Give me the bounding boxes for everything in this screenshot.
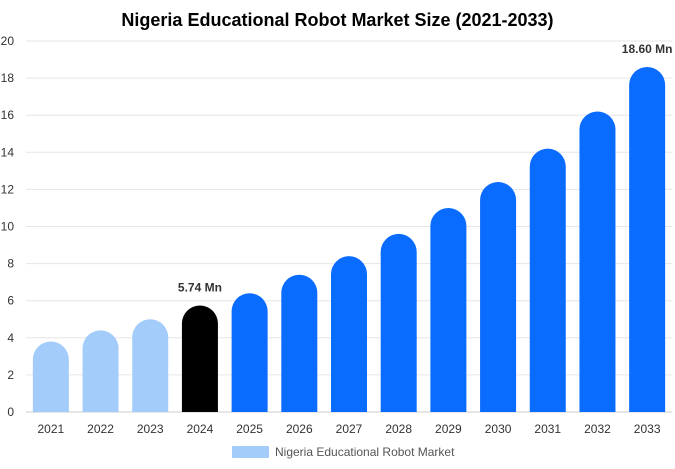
x-tick-label: 2028 <box>385 422 412 436</box>
legend[interactable]: Nigeria Educational Robot Market <box>232 445 455 459</box>
x-axis: 2021 2022 2023 2024 2025 2026 2027 2028 2029 2030… <box>37 422 660 436</box>
x-tick-label: 2032 <box>584 422 611 436</box>
bar-2033[interactable] <box>629 66 666 412</box>
bars <box>32 66 666 413</box>
x-tick-label: 2033 <box>634 422 661 436</box>
y-tick-label: 14 <box>1 145 15 159</box>
legend-label: Nigeria Educational Robot Market <box>275 445 455 459</box>
y-tick-label: 6 <box>7 294 14 308</box>
x-tick-label: 2031 <box>534 422 561 436</box>
y-tick-label: 12 <box>1 182 15 196</box>
bar-2023[interactable] <box>132 319 169 412</box>
bar-2028[interactable] <box>380 233 417 412</box>
bar-2030[interactable] <box>480 182 517 412</box>
x-tick-label: 2029 <box>435 422 462 436</box>
x-tick-label: 2030 <box>485 422 512 436</box>
x-tick-label: 2024 <box>187 422 214 436</box>
y-tick-label: 16 <box>1 108 15 122</box>
x-tick-label: 2021 <box>37 422 64 436</box>
bar-2032[interactable] <box>579 111 616 413</box>
y-tick-label: 20 <box>1 34 15 48</box>
bar-2027[interactable] <box>331 256 367 412</box>
legend-swatch <box>232 446 269 458</box>
data-label-2024: 5.74 Mn <box>178 281 222 295</box>
bar-2025[interactable] <box>231 293 268 412</box>
y-tick-label: 8 <box>7 257 14 271</box>
bar-2022[interactable] <box>82 330 119 412</box>
chart-title: Nigeria Educational Robot Market Size (2… <box>121 10 553 30</box>
y-tick-label: 2 <box>7 368 14 382</box>
x-tick-label: 2022 <box>87 422 114 436</box>
y-tick-label: 10 <box>1 220 15 234</box>
bar-2031[interactable] <box>529 148 566 412</box>
bar-2021[interactable] <box>32 341 69 412</box>
data-labels: 5.74 Mn 18.60 Mn <box>178 42 673 295</box>
x-tick-label: 2025 <box>236 422 263 436</box>
bar-2026[interactable] <box>281 274 318 412</box>
y-tick-label: 0 <box>7 405 14 419</box>
y-tick-label: 18 <box>1 71 15 85</box>
y-axis: 0 2 4 6 8 10 12 14 16 18 20 <box>1 34 15 419</box>
x-tick-label: 2027 <box>336 422 363 436</box>
bar-2024[interactable] <box>181 305 218 412</box>
bar-2029[interactable] <box>430 207 467 412</box>
x-tick-label: 2023 <box>137 422 164 436</box>
y-tick-label: 4 <box>7 331 14 345</box>
x-tick-label: 2026 <box>286 422 313 436</box>
data-label-2033: 18.60 Mn <box>622 42 673 56</box>
